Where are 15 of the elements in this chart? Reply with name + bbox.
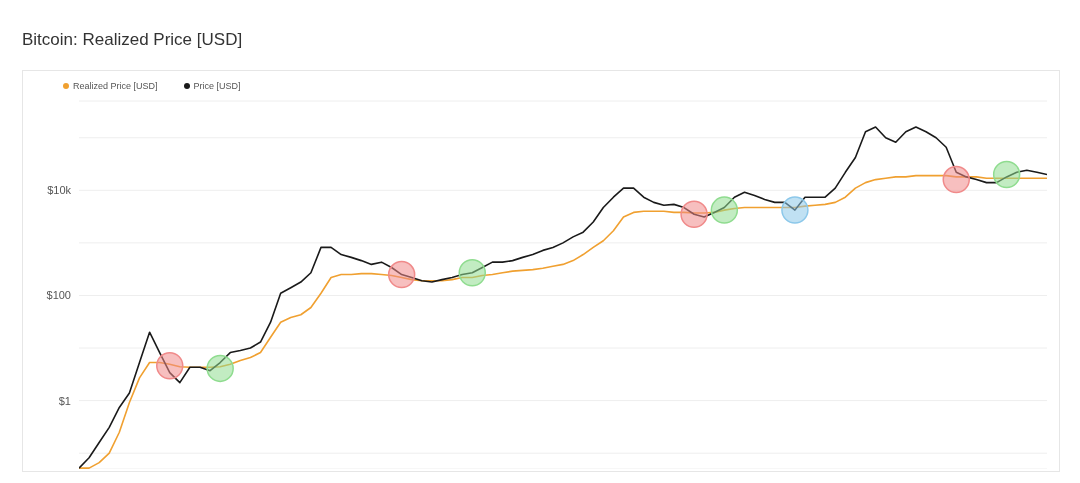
legend-label: Realized Price [USD] [73, 81, 158, 91]
legend-label: Price [USD] [193, 81, 241, 91]
point [781, 196, 809, 224]
point [992, 160, 1021, 189]
chart-title: Bitcoin: Realized Price [USD] [21, 29, 244, 51]
point [387, 260, 416, 289]
y-tick-label: $10k [47, 184, 72, 197]
point [680, 200, 708, 229]
y-tick-label: $1 [58, 394, 71, 407]
point [458, 259, 486, 287]
point [156, 352, 184, 380]
point [710, 196, 739, 224]
point [942, 165, 970, 194]
y-tick-label: $100 [46, 289, 71, 302]
point [206, 354, 234, 383]
